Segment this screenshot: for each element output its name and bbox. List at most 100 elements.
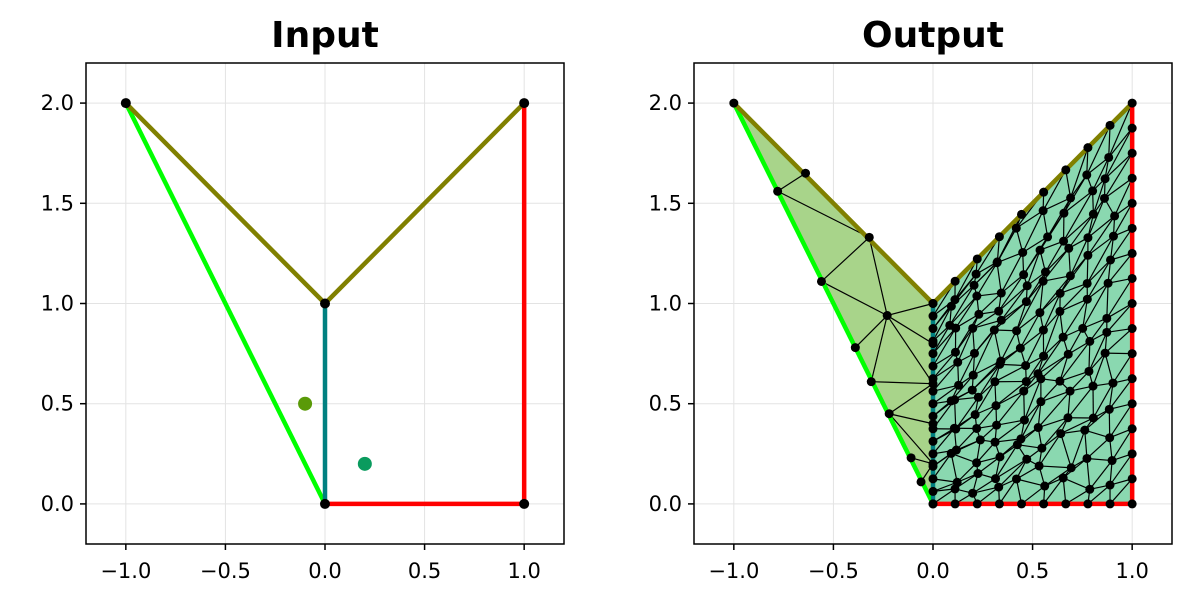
y-tick-label: 1.5	[41, 191, 74, 215]
mesh-vertex	[951, 277, 960, 286]
mesh-vertex	[993, 257, 1002, 266]
mesh-vertex	[1128, 374, 1137, 383]
mesh-vertex	[1082, 170, 1091, 179]
mesh-vertex	[1022, 455, 1031, 464]
mesh-vertex	[729, 99, 738, 108]
mesh-vertex	[1105, 433, 1114, 442]
mesh-vertex	[1128, 249, 1137, 258]
mesh-vertex	[1012, 474, 1021, 483]
mesh-vertex	[1100, 194, 1109, 203]
mesh-vertex	[1059, 333, 1068, 342]
mesh-vertex	[1080, 426, 1089, 435]
y-tick-label: 0.0	[41, 492, 74, 516]
mesh-vertex	[994, 307, 1003, 316]
mesh-vertex	[1104, 279, 1113, 288]
mesh-vertex	[1106, 499, 1115, 508]
mesh-vertex	[1035, 461, 1044, 470]
mesh-vertex	[917, 477, 926, 486]
x-tick-label: 0.0	[308, 559, 341, 583]
x-tick-label: 0.5	[408, 559, 441, 583]
mesh-vertex	[929, 474, 938, 483]
mesh-vertex	[929, 374, 938, 383]
mesh-vertex	[1039, 499, 1048, 508]
polygon-vertex	[320, 299, 330, 309]
polygon-vertex	[320, 499, 330, 509]
mesh-vertex	[1012, 224, 1021, 233]
mesh-vertex	[1039, 206, 1048, 215]
mesh-vertex	[1109, 232, 1118, 241]
mesh-vertex	[1034, 423, 1043, 432]
mesh-vertex	[929, 449, 938, 458]
mesh-vertex	[929, 412, 938, 421]
mesh-vertex	[973, 499, 982, 508]
mesh-vertex	[929, 462, 938, 471]
mesh-vertex	[952, 446, 961, 455]
mesh-vertex	[1067, 463, 1076, 472]
polygon-vertex	[519, 499, 529, 509]
mesh-vertex	[1085, 337, 1094, 346]
mesh-vertex	[973, 469, 982, 478]
mesh-vertex	[1063, 413, 1072, 422]
mesh-vertex	[1128, 349, 1137, 358]
mesh-vertex	[1128, 99, 1137, 108]
x-tick-label: −0.5	[200, 559, 251, 583]
mesh-vertex	[968, 324, 977, 333]
mesh-vertex	[1016, 344, 1025, 353]
mesh-vertex	[953, 478, 962, 487]
mesh-vertex	[1128, 224, 1137, 233]
mesh-vertex	[1128, 324, 1137, 333]
mesh-vertex	[1128, 474, 1137, 483]
mesh-vertex	[1039, 352, 1048, 361]
mesh-vertex	[1039, 326, 1048, 335]
y-tick-label: 0.5	[41, 392, 74, 416]
mesh-vertex	[945, 321, 954, 330]
mesh-vertex	[1102, 328, 1111, 337]
mesh-vertex	[1023, 281, 1032, 290]
mesh-vertex	[929, 349, 938, 358]
mesh-vertex	[996, 357, 1005, 366]
mesh-vertex	[865, 233, 874, 242]
mesh-vertex	[1128, 399, 1137, 408]
mesh-vertex	[972, 458, 981, 467]
mesh-vertex	[1108, 456, 1117, 465]
mesh-vertex	[929, 362, 938, 371]
mesh-vertex	[990, 326, 999, 335]
mesh-vertex	[1056, 429, 1065, 438]
y-tick-label: 0.0	[649, 492, 682, 516]
mesh-vertex	[1089, 414, 1098, 423]
mesh-vertex	[1105, 405, 1114, 414]
mesh-vertex	[995, 452, 1004, 461]
mesh-vertex	[997, 316, 1006, 325]
x-tick-label: −1.0	[100, 559, 151, 583]
mesh-vertex	[995, 232, 1004, 241]
mesh-vertex	[773, 187, 782, 196]
mesh-vertex	[1064, 350, 1073, 359]
y-tick-label: 2.0	[41, 91, 74, 115]
mesh-vertex	[1085, 485, 1094, 494]
mesh-vertex	[1083, 251, 1092, 260]
mesh-vertex	[1017, 210, 1026, 219]
mesh-vertex	[1128, 424, 1137, 433]
mesh-vertex	[1020, 416, 1029, 425]
mesh-vertex	[929, 299, 938, 308]
y-tick-label: 1.0	[41, 292, 74, 316]
mesh-vertex	[1064, 244, 1073, 253]
mesh-vertex	[1083, 143, 1092, 152]
x-tick-label: −1.0	[708, 559, 759, 583]
mesh-vertex	[991, 438, 1000, 447]
mesh-vertex	[1128, 499, 1137, 508]
mesh-vertex	[1078, 324, 1087, 333]
y-tick-label: 1.5	[649, 191, 682, 215]
mesh-vertex	[1104, 153, 1113, 162]
mesh-vertex	[929, 312, 938, 321]
mesh-vertex	[1055, 377, 1064, 386]
mesh-vertex	[1043, 232, 1052, 241]
mesh-vertex	[1084, 367, 1093, 376]
mesh-vertex	[997, 289, 1006, 298]
polygon-vertex	[121, 98, 131, 108]
mesh-vertex	[974, 393, 983, 402]
output-title: Output	[862, 15, 1004, 56]
mesh-vertex	[1082, 454, 1091, 463]
mesh-vertex	[968, 489, 977, 498]
